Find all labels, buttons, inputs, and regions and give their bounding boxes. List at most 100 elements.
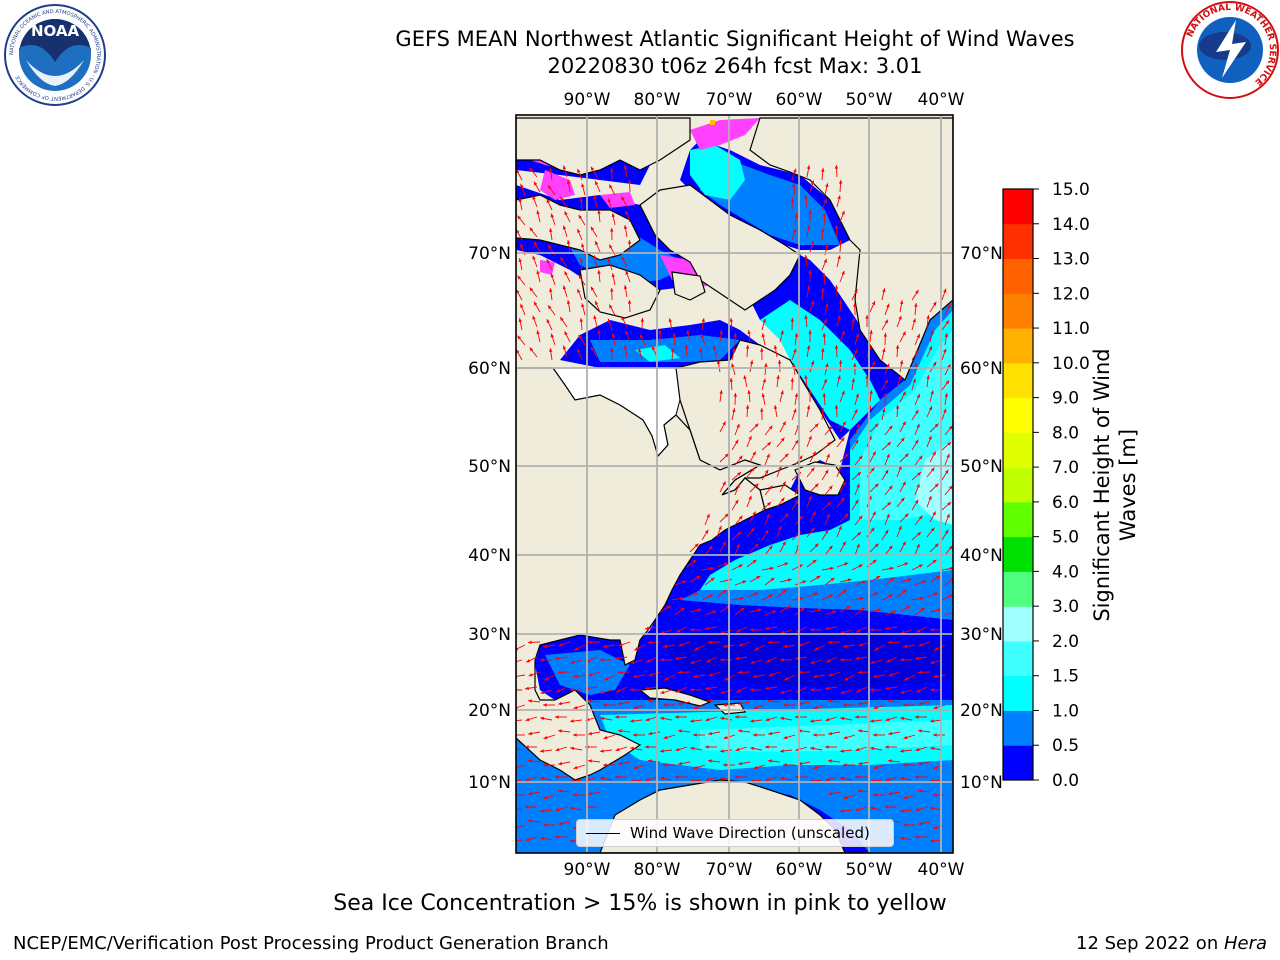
wind-arrow-head [888,791,893,796]
wind-arrow-head [842,481,846,486]
wind-arrow-head [579,318,584,322]
wind-arrow-head [738,670,742,675]
wind-arrow-head [532,315,536,320]
wind-arrow-head [562,165,567,170]
wind-arrow-head [869,330,873,334]
wind-arrow-head [904,677,909,681]
wind-arrow-head [616,689,621,693]
wind-arrow-head [793,348,797,353]
noaa-logo-icon: NOAA NATIONAL OCEANIC AND ATMOSPHERIC AD… [4,4,106,106]
wind-arrow-head [754,543,759,548]
wind-arrow-head [934,483,939,488]
wind-arrow-head [780,749,784,753]
wind-arrow-head [873,674,877,679]
wind-arrow-head [566,180,571,185]
wind-arrow-head [915,775,919,779]
wind-arrow-head [610,168,614,172]
wind-arrow-head [928,435,932,440]
colorbar-tick-label: 11.0 [1052,319,1090,339]
wind-arrow-head [705,626,709,631]
wind-arrow-head [773,345,778,350]
wind-arrow-head [578,274,583,279]
wind-arrow-head [693,765,698,770]
wind-arrow-head [840,749,844,753]
wind-arrow-head [729,318,734,322]
wind-arrow-head [873,765,878,770]
wind-arrow-head [765,717,770,722]
wind-arrow-head [870,527,875,532]
wind-arrow-head [738,761,743,766]
wind-arrow-head [888,759,892,763]
nws-logo-icon: NATIONAL WEATHER SERVICE [1181,1,1279,99]
wind-arrow-head [898,525,902,530]
wind-arrow-head [733,333,738,337]
wind-arrow-head [886,453,890,458]
wind-arrow-head [856,483,860,488]
wind-arrow-head [821,348,825,352]
wind-arrow-head [900,716,905,721]
colorbar-segment [1003,293,1033,329]
wind-arrow-head [873,733,877,737]
wind-arrow-head [821,288,825,292]
wind-arrow-head [844,562,849,566]
wind-arrow-head [529,347,534,352]
wind-arrow [516,674,526,677]
wind-arrow-head [856,543,860,548]
wind-arrow-head [858,789,862,793]
wind-arrow-head [928,406,933,411]
wind-arrow-head [886,363,890,368]
wind-arrow-head [733,393,738,397]
wind-arrow-head [926,375,930,379]
wind-arrow-head [525,777,530,782]
wind-arrow-head [570,719,574,723]
wind-arrow-head [870,467,875,472]
wind-arrow-head [510,839,514,842]
wind-arrow-head [922,580,927,584]
wind-arrow-head [754,423,759,428]
wind-arrow-head [536,330,540,335]
wind-arrow-head [885,777,890,782]
wind-arrow-head [790,378,795,382]
wind-arrow-head [722,421,726,426]
wind-arrow-head [550,273,555,278]
wind-arrow-head [808,270,812,274]
colorbar-tick-label: 6.0 [1052,493,1079,513]
wind-arrow-head [573,793,577,797]
wind-arrow-head [914,363,918,367]
wind-arrow-head [834,345,839,349]
calm-band-core [660,630,953,688]
lon-label-bottom: 90°W [564,860,611,880]
wind-arrow-head [724,453,729,458]
wind-arrow-head [720,776,725,781]
wind-arrow-head [520,303,524,308]
wind-arrow-head [536,270,540,275]
wind-arrow-head [917,472,922,476]
wind-arrow-head [750,628,754,632]
wind-arrow-head [872,451,876,456]
wind-arrow-head [630,688,634,692]
wind-arrow-head [693,733,697,737]
wind-arrow-head [718,525,722,530]
wind-arrow-head [873,705,878,710]
wind-arrow-head [533,301,538,306]
wind-arrow-head [593,255,597,260]
wind-arrow-head [607,198,611,203]
wind-arrow-head [783,763,787,767]
wind-arrow-head [854,289,858,294]
wind-arrow-head [768,673,773,677]
wind-arrow-head [593,195,597,200]
wind-arrow-head [822,393,827,397]
wind-arrow-head [804,195,808,199]
wind-arrow-head [930,688,934,692]
wind-arrow-head [618,761,623,766]
wind-arrow-head [828,791,833,796]
wind-arrow-head [900,437,905,442]
wind-arrow-head [590,166,595,171]
wind-arrow-head [738,515,743,520]
wind-arrow-head [918,789,922,793]
map-subtitle: 20220830 t06z 264h fcst Max: 3.01 [547,54,923,78]
wind-arrow-head [564,331,568,336]
wind-arrow-head [678,729,682,733]
wind-arrow-head [844,677,849,681]
wind-arrow-head [610,228,614,232]
